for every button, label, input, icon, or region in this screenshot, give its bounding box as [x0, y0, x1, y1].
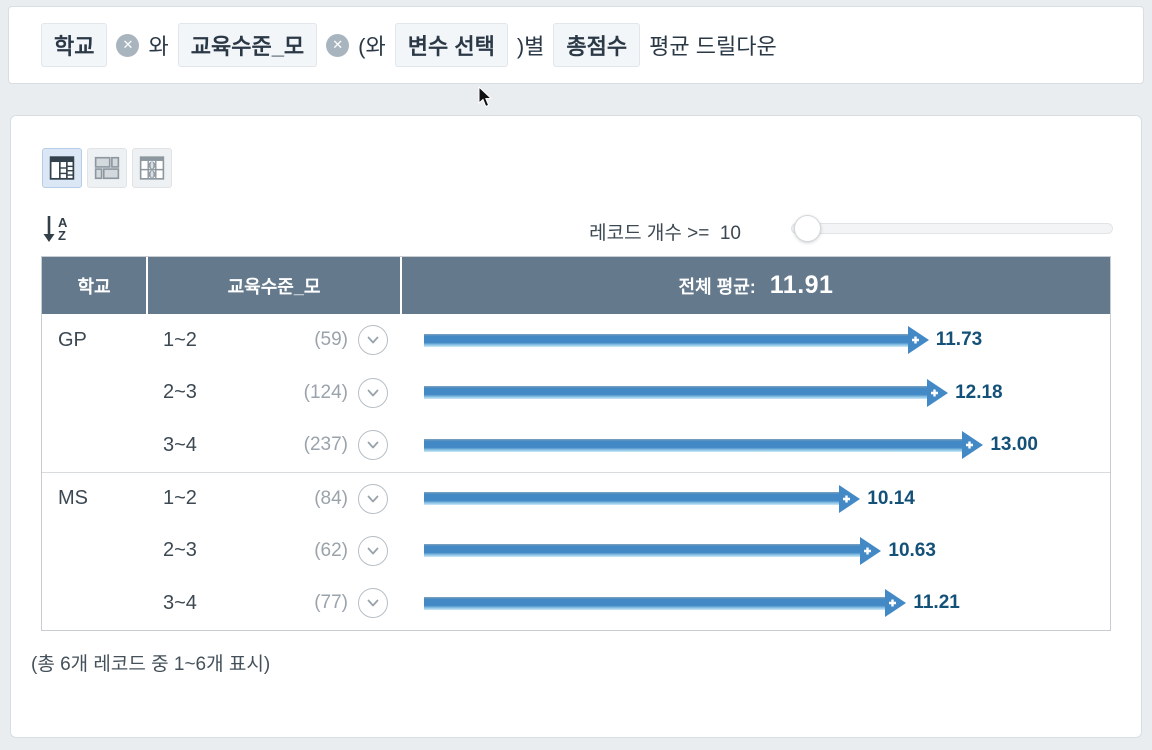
title-bar: 학교 ✕ 와 교육수준_모 ✕ (와 변수 선택 )별 총점수 평균 드릴다운	[8, 6, 1144, 84]
record-count-filter-label: 레코드 개수 >= 10	[589, 223, 741, 244]
chevron-down-icon	[367, 442, 379, 449]
paren-suffix-text: )별	[516, 34, 545, 59]
value-bar	[424, 325, 929, 355]
record-count: (77)	[314, 592, 348, 614]
bar-cell: 13.00	[402, 430, 1110, 460]
value-bar	[424, 430, 984, 460]
record-count: (84)	[314, 487, 348, 509]
table-bars-view-button[interactable]	[42, 148, 82, 188]
level-cell: 3~4	[163, 591, 197, 614]
record-count-slider[interactable]	[791, 215, 1113, 242]
bar-cell: 11.21	[402, 588, 1110, 618]
chevron-down-icon	[367, 336, 379, 344]
bar-value-label: 10.14	[867, 487, 915, 509]
value-bar	[424, 588, 907, 618]
treemap-view-button[interactable]	[87, 148, 127, 188]
level-cell: 1~2	[163, 328, 197, 351]
table-pies-icon	[139, 156, 165, 180]
record-count: (59)	[314, 329, 348, 351]
bar-cell: 10.63	[402, 536, 1110, 566]
sort-az-label: A Z	[58, 215, 68, 243]
table-row: 2~3 (124) 12.18	[42, 367, 1110, 420]
expand-row-button[interactable]	[358, 325, 388, 356]
measure-chip-total-score[interactable]: 총점수	[553, 23, 641, 67]
bar-arrowhead-icon	[907, 326, 929, 355]
bar-arrowhead-icon	[885, 589, 907, 618]
table-pies-view-button[interactable]	[132, 148, 172, 188]
bar-arrowhead-icon	[839, 484, 861, 513]
bar-cell: 10.14	[402, 484, 1110, 514]
table-row: 3~4 (237) 13.00	[42, 419, 1110, 472]
table-bars-icon	[49, 156, 75, 180]
remove-mother-education-icon[interactable]: ✕	[326, 33, 350, 57]
chevron-down-icon	[367, 599, 379, 607]
variable-select-chip[interactable]: 변수 선택	[394, 23, 508, 67]
bar-cell: 12.18	[402, 378, 1110, 408]
column-header-mother-education: 교육수준_모	[148, 257, 402, 314]
bar-value-label: 11.21	[913, 592, 960, 614]
table-header: 학교 교육수준_모 전체 평균: 11.91	[42, 257, 1110, 314]
sort-az-button[interactable]: A Z	[41, 211, 83, 247]
dimension-chip-school[interactable]: 학교	[41, 23, 108, 67]
school-cell: MS	[58, 487, 88, 510]
chevron-down-icon	[367, 495, 379, 502]
remove-school-icon[interactable]: ✕	[116, 33, 140, 57]
record-count: (62)	[314, 539, 348, 561]
level-cell: 1~2	[163, 487, 197, 510]
column-header-overall-mean: 전체 평균: 11.91	[402, 257, 1110, 314]
bar-arrowhead-icon	[927, 378, 949, 407]
value-bar	[424, 484, 861, 514]
overall-mean-label: 전체 평균:	[678, 276, 756, 297]
view-toggle-group	[42, 148, 172, 188]
level-cell: 3~4	[163, 433, 197, 456]
expand-row-button[interactable]	[358, 377, 388, 408]
record-count-filter-value: 10	[719, 223, 741, 244]
slider-thumb[interactable]	[794, 215, 821, 242]
record-count: (237)	[303, 434, 348, 456]
expand-row-button[interactable]	[358, 535, 388, 566]
table-body: GP 1~2 (59) 11.73	[42, 314, 1110, 630]
bar-cell: 11.73	[402, 325, 1110, 355]
bar-value-label: 10.63	[888, 539, 936, 561]
conjunction-paren-text: (와	[358, 34, 386, 59]
expand-row-button[interactable]	[358, 588, 388, 619]
bar-arrowhead-icon	[962, 431, 984, 460]
table-row: MS 1~2 (84) 10.14	[42, 471, 1110, 525]
column-header-school: 학교	[42, 257, 148, 314]
value-bar	[424, 536, 882, 566]
title-suffix-text: 평균 드릴다운	[649, 34, 777, 59]
school-cell: GP	[58, 328, 87, 351]
chevron-down-icon	[367, 547, 379, 555]
drilldown-panel: A Z 레코드 개수 >= 10 학교 교육수준_모 전체 평균: 11.91 …	[10, 115, 1142, 738]
table-row: 2~3 (62) 10.63	[42, 524, 1110, 577]
overall-mean-value: 11.91	[769, 271, 834, 299]
bar-value-label: 12.18	[955, 381, 1003, 403]
bar-value-label: 11.73	[935, 329, 983, 351]
expand-row-button[interactable]	[358, 430, 388, 461]
conjunction-text: 와	[148, 34, 169, 59]
record-range-summary: (총 6개 레코드 중 1~6개 표시)	[31, 654, 271, 675]
level-cell: 2~3	[163, 381, 197, 404]
bar-value-label: 13.00	[990, 434, 1038, 456]
treemap-icon	[94, 156, 120, 180]
table-row: 3~4 (77) 11.21	[42, 577, 1110, 630]
table-row: GP 1~2 (59) 11.73	[42, 314, 1110, 367]
value-bar	[424, 378, 949, 408]
expand-row-button[interactable]	[358, 483, 388, 514]
chevron-down-icon	[367, 389, 379, 397]
dimension-chip-mother-education[interactable]: 교육수준_모	[177, 23, 318, 67]
level-cell: 2~3	[163, 539, 197, 562]
bar-arrowhead-icon	[860, 536, 882, 565]
record-count: (124)	[303, 381, 348, 403]
mouse-cursor-icon	[478, 86, 493, 108]
sort-arrow-down-icon	[43, 216, 55, 242]
drilldown-table: 학교 교육수준_모 전체 평균: 11.91 GP 1~2 (59)	[41, 256, 1111, 631]
